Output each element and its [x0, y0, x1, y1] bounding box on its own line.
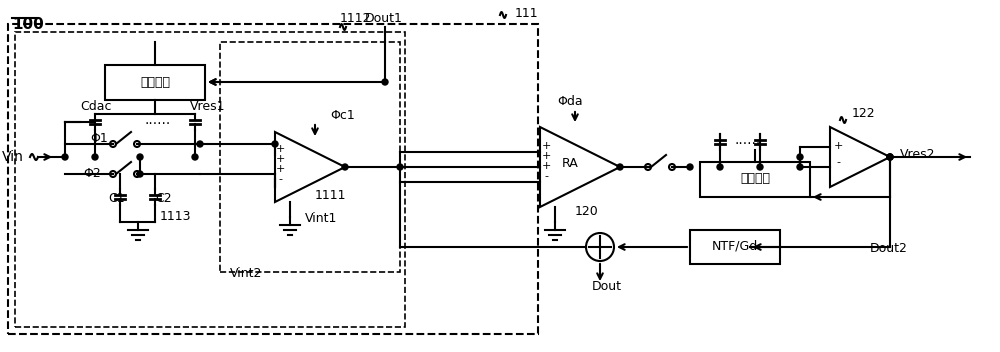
Text: Vint2: Vint2: [230, 267, 262, 280]
Text: +: +: [541, 151, 551, 161]
Text: -: -: [544, 171, 548, 181]
Text: ......: ......: [145, 113, 171, 127]
Circle shape: [397, 164, 403, 170]
Text: Φda: Φda: [557, 95, 583, 108]
Text: 111: 111: [515, 7, 539, 20]
Text: NTF/Gd: NTF/Gd: [712, 239, 758, 252]
Text: RA: RA: [562, 157, 578, 170]
Text: 100: 100: [12, 17, 44, 32]
Text: +: +: [833, 141, 843, 151]
Text: Vin: Vin: [2, 150, 24, 164]
Circle shape: [687, 164, 693, 170]
Circle shape: [717, 164, 723, 170]
Text: 1112: 1112: [340, 12, 372, 25]
Text: -: -: [278, 174, 282, 184]
Circle shape: [757, 164, 763, 170]
Text: ......: ......: [735, 133, 761, 147]
Text: Φ1: Φ1: [90, 132, 108, 145]
Text: +: +: [275, 154, 285, 164]
Text: Dout1: Dout1: [365, 12, 403, 25]
Circle shape: [197, 141, 203, 147]
Text: Φc1: Φc1: [330, 109, 355, 122]
Text: Vint1: Vint1: [305, 212, 337, 225]
Circle shape: [797, 154, 803, 160]
Polygon shape: [275, 132, 345, 202]
Circle shape: [272, 141, 278, 147]
Text: +: +: [541, 141, 551, 151]
Circle shape: [192, 154, 198, 160]
Bar: [220, 42, 400, 272]
Circle shape: [342, 164, 348, 170]
Text: Vres2: Vres2: [900, 147, 936, 161]
Text: +: +: [275, 144, 285, 154]
Circle shape: [887, 154, 893, 160]
Text: C1: C1: [108, 192, 125, 205]
Circle shape: [382, 79, 388, 85]
Bar: [105, 65, 205, 100]
Text: 1111: 1111: [315, 189, 347, 202]
Text: +: +: [541, 161, 551, 171]
Polygon shape: [830, 127, 890, 187]
Text: +: +: [275, 164, 285, 174]
Text: Vres1: Vres1: [190, 100, 226, 113]
Text: C2: C2: [155, 192, 172, 205]
Text: 120: 120: [575, 205, 599, 218]
Circle shape: [92, 154, 98, 160]
Circle shape: [887, 154, 893, 160]
Bar: [8, 24, 538, 334]
Text: Φ2: Φ2: [83, 167, 101, 180]
Text: 122: 122: [852, 107, 876, 120]
Text: Dout2: Dout2: [870, 242, 908, 255]
Text: 转换开关: 转换开关: [140, 75, 170, 88]
Text: -: -: [836, 157, 840, 167]
Circle shape: [887, 154, 893, 160]
Text: 转换开关: 转换开关: [740, 172, 770, 186]
Circle shape: [797, 164, 803, 170]
Circle shape: [137, 154, 143, 160]
Bar: [15, 32, 405, 327]
Polygon shape: [540, 127, 620, 207]
Text: Cdac: Cdac: [80, 100, 112, 113]
Bar: [690, 230, 780, 264]
Text: 1113: 1113: [160, 210, 192, 223]
Circle shape: [62, 154, 68, 160]
Circle shape: [137, 171, 143, 177]
Text: Dout: Dout: [592, 280, 622, 293]
Circle shape: [617, 164, 623, 170]
Bar: [700, 162, 810, 197]
